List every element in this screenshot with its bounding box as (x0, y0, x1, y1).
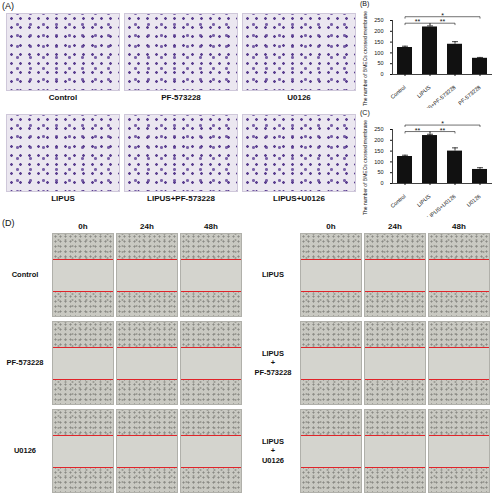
svg-text:PF-573228: PF-573228 (457, 84, 482, 106)
svg-text:Control: Control (389, 84, 406, 100)
svg-text:0: 0 (380, 180, 383, 186)
html-text:LIPUS+PF-573228: LIPUS+PF-573228 (147, 194, 215, 203)
html-text:The number of BMECs crossed me: The number of BMECs crossed membrane (361, 120, 368, 215)
html-text:LIPUS + PF-573228: LIPUS + PF-573228 (254, 348, 292, 377)
svg-text:LIPUS: LIPUS (416, 84, 432, 99)
svg-text:**: ** (440, 127, 446, 134)
html-text:Control: Control (11, 270, 39, 280)
svg-text:150: 150 (374, 148, 383, 154)
svg-text:50: 50 (377, 60, 383, 66)
html-text:Control: Control (48, 93, 78, 102)
svg-text:250: 250 (374, 126, 383, 132)
html-text:24h: 24h (388, 222, 402, 231)
svg-text:200: 200 (374, 137, 383, 143)
html-text:PF-573228: PF-573228 (6, 358, 44, 368)
html-text:0h: 0h (326, 222, 336, 231)
svg-text:50: 50 (377, 169, 383, 175)
svg-text:LIPUS+PF-573228: LIPUS+PF-573228 (417, 84, 456, 108)
html-text:48h: 48h (204, 222, 218, 231)
svg-text:Control: Control (389, 193, 406, 209)
html-text:48h: 48h (452, 222, 466, 231)
html-text:(A): (A) (2, 1, 14, 11)
svg-text:U0126: U0126 (465, 193, 481, 208)
html-text:U0126: U0126 (287, 93, 311, 102)
svg-text:200: 200 (374, 28, 383, 34)
html-text:LIPUS: LIPUS (51, 194, 75, 203)
html-text:(C): (C) (360, 109, 370, 116)
html-text:LIPUS+U0126: LIPUS+U0126 (273, 194, 325, 203)
svg-text:**: ** (415, 18, 421, 25)
html-text:(D): (D) (2, 218, 15, 228)
svg-text:LIPUS: LIPUS (416, 193, 432, 208)
svg-text:250: 250 (374, 17, 383, 23)
svg-text:LIPUS+U0126: LIPUS+U0126 (426, 193, 457, 217)
svg-text:100: 100 (374, 159, 383, 165)
svg-text:150: 150 (374, 39, 383, 45)
html-text:U0126: U0126 (13, 446, 36, 456)
html-text:0h: 0h (78, 222, 88, 231)
html-text:The number of BMECs crossed me: The number of BMECs crossed membrane (361, 11, 368, 106)
svg-text:0: 0 (380, 71, 383, 77)
svg-text:**: ** (440, 18, 446, 25)
svg-text:**: ** (415, 127, 421, 134)
html-text:(B): (B) (360, 0, 370, 7)
svg-text:*: * (441, 120, 444, 127)
html-text:LIPUS: LIPUS (262, 270, 284, 280)
svg-text:*: * (441, 12, 444, 19)
html-text:LIPUS + U0126: LIPUS + U0126 (261, 436, 284, 465)
html-text:PF-573228: PF-573228 (161, 93, 201, 102)
html-text:24h: 24h (140, 222, 154, 231)
svg-text:100: 100 (374, 50, 383, 56)
